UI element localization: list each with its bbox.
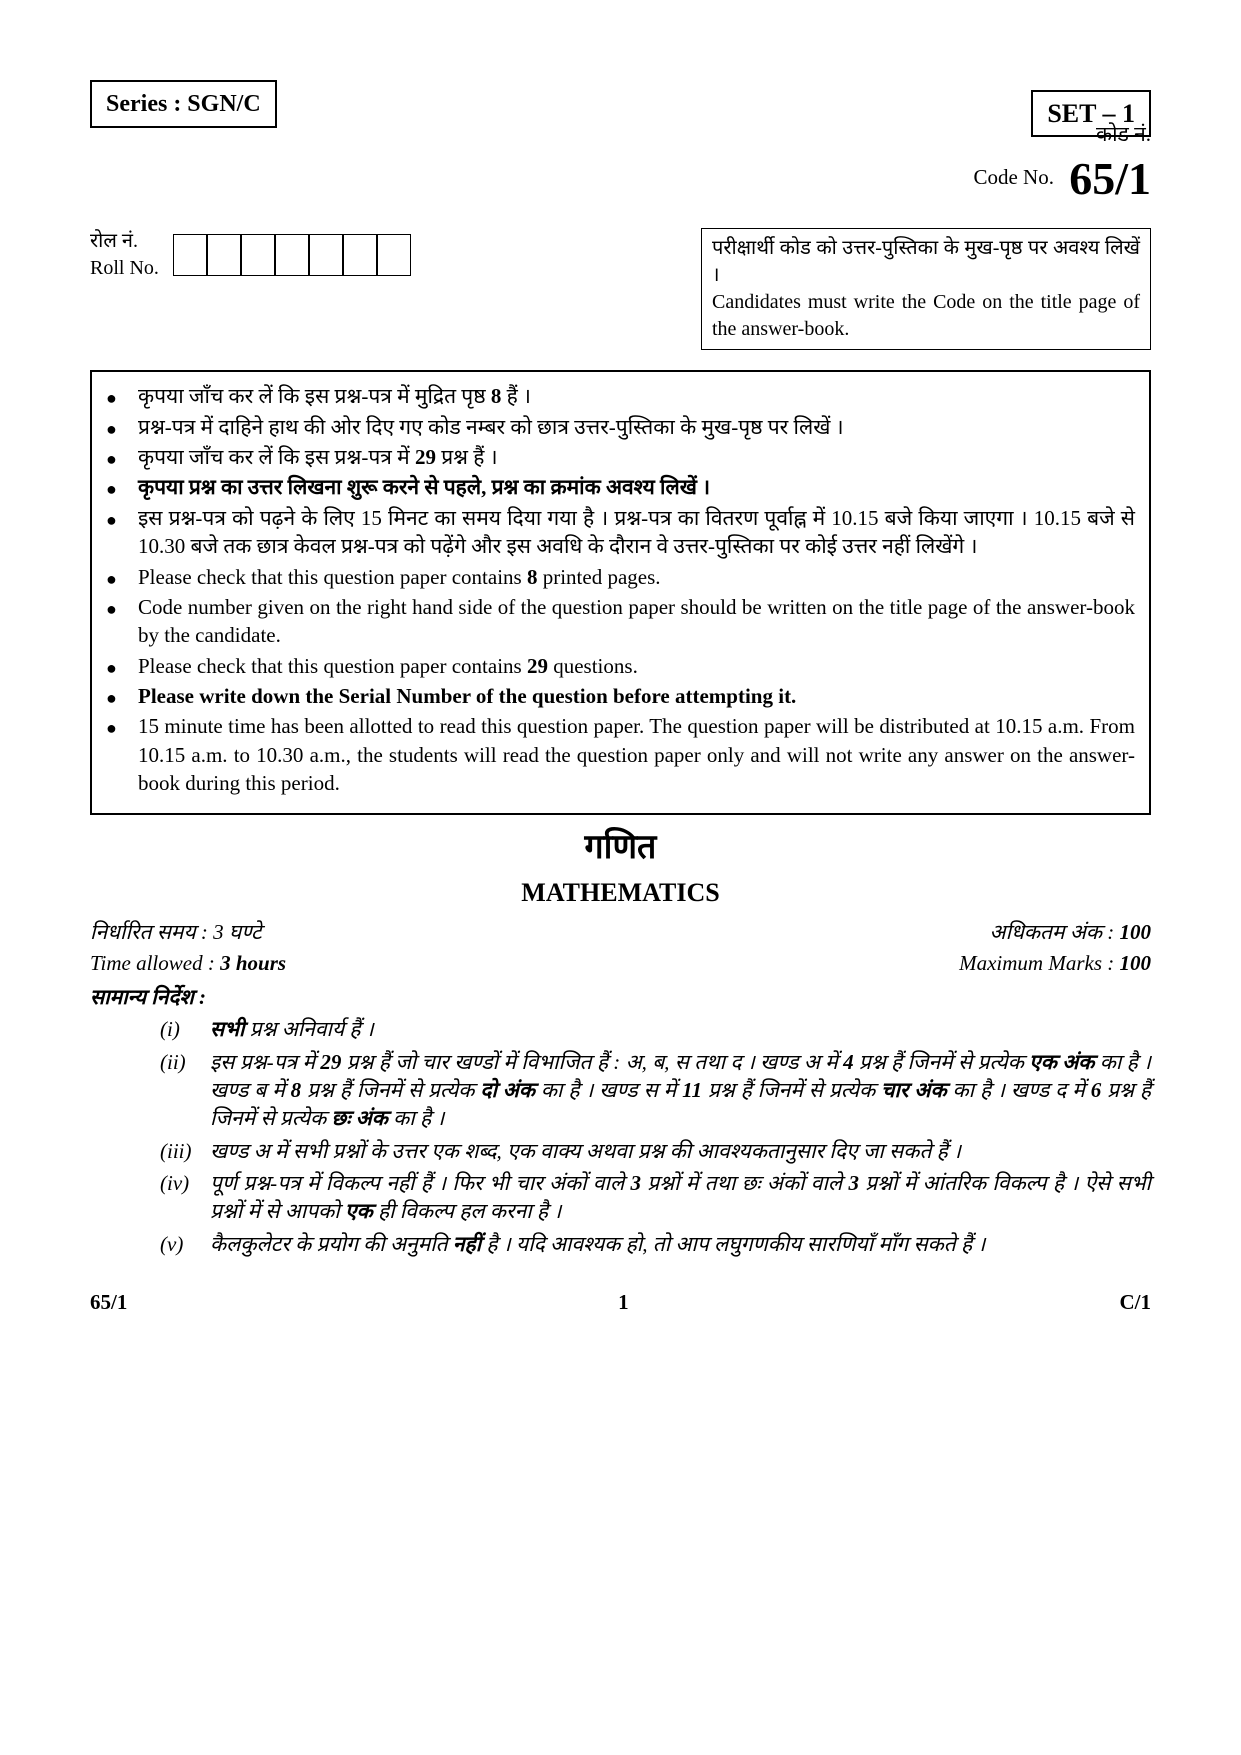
- time-marks-row-en: Time allowed : 3 hours Maximum Marks : 1…: [90, 949, 1151, 977]
- instruction-text: Please check that this question paper co…: [138, 563, 1135, 591]
- instruction-text: कृपया प्रश्न का उत्तर लिखना शुरू करने से…: [138, 473, 1135, 501]
- roman-numeral: (iii): [160, 1137, 210, 1165]
- roll-candidate-row: रोल नं. Roll No. परीक्षार्थी कोड को उत्त…: [90, 228, 1151, 350]
- roll-label-hi: रोल नं.: [90, 228, 159, 255]
- series-box: Series : SGN/C: [90, 80, 277, 128]
- bullet-icon: ●: [106, 712, 138, 797]
- instructions-list: ●कृपया जाँच कर लें कि इस प्रश्न-पत्र में…: [106, 382, 1135, 797]
- instruction-text: इस प्रश्न-पत्र को पढ़ने के लिए 15 मिनट क…: [138, 504, 1135, 561]
- bullet-icon: ●: [106, 413, 138, 441]
- instruction-item: ●इस प्रश्न-पत्र को पढ़ने के लिए 15 मिनट …: [106, 504, 1135, 561]
- instruction-item: ●Please write down the Serial Number of …: [106, 682, 1135, 710]
- general-instruction-item: (ii)इस प्रश्न-पत्र में 29 प्रश्न हैं जो …: [160, 1048, 1151, 1133]
- subject-title-hi: गणित: [90, 825, 1151, 871]
- general-instructions-list: (i)सभी प्रश्न अनिवार्य हैं ।(ii)इस प्रश्…: [90, 1015, 1151, 1258]
- roll-boxes: [173, 234, 411, 276]
- roman-numeral: (ii): [160, 1048, 210, 1133]
- roll-cell[interactable]: [275, 234, 309, 276]
- roman-numeral: (i): [160, 1015, 210, 1043]
- bullet-icon: ●: [106, 652, 138, 680]
- marks-en: Maximum Marks : 100: [959, 949, 1151, 977]
- set-number-box: SET – 1: [1031, 90, 1151, 137]
- footer-center: 1: [618, 1288, 629, 1316]
- footer-right: C/1: [1120, 1288, 1152, 1316]
- time-hi: निर्धारित समय : 3 घण्टे: [90, 918, 262, 946]
- roll-cell[interactable]: [343, 234, 377, 276]
- instruction-text: कृपया जाँच कर लें कि इस प्रश्न-पत्र में …: [138, 443, 1135, 471]
- page-footer: 65/1 1 C/1: [90, 1288, 1151, 1316]
- general-instruction-text: कैलकुलेटर के प्रयोग की अनुमति नहीं है । …: [210, 1230, 1151, 1258]
- instruction-item: ●Please check that this question paper c…: [106, 652, 1135, 680]
- roll-labels: रोल नं. Roll No.: [90, 228, 159, 282]
- general-instruction-item: (iii)खण्ड अ में सभी प्रश्नों के उत्तर एक…: [160, 1137, 1151, 1165]
- general-instruction-text: सभी प्रश्न अनिवार्य हैं ।: [210, 1015, 1151, 1043]
- roll-block: रोल नं. Roll No.: [90, 228, 411, 282]
- time-marks-row-hi: निर्धारित समय : 3 घण्टे अधिकतम अंक : 100: [90, 918, 1151, 946]
- bullet-icon: ●: [106, 504, 138, 561]
- roll-cell[interactable]: [207, 234, 241, 276]
- instruction-text: 15 minute time has been allotted to read…: [138, 712, 1135, 797]
- general-instructions-heading: सामान्य निर्देश :: [90, 983, 1151, 1011]
- instruction-text: Please write down the Serial Number of t…: [138, 682, 1135, 710]
- time-en: Time allowed : 3 hours: [90, 949, 286, 977]
- general-instruction-item: (v)कैलकुलेटर के प्रयोग की अनुमति नहीं है…: [160, 1230, 1151, 1258]
- general-instruction-item: (i)सभी प्रश्न अनिवार्य हैं ।: [160, 1015, 1151, 1043]
- bullet-icon: ●: [106, 593, 138, 650]
- instruction-item: ●कृपया प्रश्न का उत्तर लिखना शुरू करने स…: [106, 473, 1135, 501]
- candidate-note-box: परीक्षार्थी कोड को उत्तर-पुस्तिका के मुख…: [701, 228, 1151, 350]
- roman-numeral: (iv): [160, 1169, 210, 1226]
- header-row: Series : SGN/C कोड नं. Code No. 65/1: [90, 80, 1151, 210]
- bullet-icon: ●: [106, 682, 138, 710]
- code-label-en: Code No.: [973, 165, 1054, 189]
- roll-cell[interactable]: [309, 234, 343, 276]
- instruction-item: ●कृपया जाँच कर लें कि इस प्रश्न-पत्र में…: [106, 382, 1135, 410]
- instruction-text: Code number given on the right hand side…: [138, 593, 1135, 650]
- instruction-item: ●प्रश्न-पत्र में दाहिने हाथ की ओर दिए गए…: [106, 413, 1135, 441]
- general-instruction-item: (iv)पूर्ण प्रश्न-पत्र में विकल्प नहीं है…: [160, 1169, 1151, 1226]
- bullet-icon: ●: [106, 382, 138, 410]
- bullet-icon: ●: [106, 473, 138, 501]
- instruction-text: प्रश्न-पत्र में दाहिने हाथ की ओर दिए गए …: [138, 413, 1135, 441]
- code-number: 65/1: [1069, 153, 1151, 204]
- instruction-text: कृपया जाँच कर लें कि इस प्रश्न-पत्र में …: [138, 382, 1135, 410]
- general-instruction-text: खण्ड अ में सभी प्रश्नों के उत्तर एक शब्द…: [210, 1137, 1151, 1165]
- roman-numeral: (v): [160, 1230, 210, 1258]
- bullet-icon: ●: [106, 443, 138, 471]
- instructions-box: ●कृपया जाँच कर लें कि इस प्रश्न-पत्र में…: [90, 370, 1151, 815]
- footer-left: 65/1: [90, 1288, 127, 1316]
- candidate-note-hi: परीक्षार्थी कोड को उत्तर-पुस्तिका के मुख…: [712, 235, 1140, 289]
- bullet-icon: ●: [106, 563, 138, 591]
- instruction-item: ●15 minute time has been allotted to rea…: [106, 712, 1135, 797]
- instruction-item: ●कृपया जाँच कर लें कि इस प्रश्न-पत्र में…: [106, 443, 1135, 471]
- instruction-item: ●Code number given on the right hand sid…: [106, 593, 1135, 650]
- subject-title-en: MATHEMATICS: [90, 875, 1151, 910]
- instruction-item: ●Please check that this question paper c…: [106, 563, 1135, 591]
- candidate-note-en: Candidates must write the Code on the ti…: [712, 289, 1140, 343]
- instruction-text: Please check that this question paper co…: [138, 652, 1135, 680]
- general-instruction-text: इस प्रश्न-पत्र में 29 प्रश्न हैं जो चार …: [210, 1048, 1151, 1133]
- roll-cell[interactable]: [377, 234, 411, 276]
- roll-label-en: Roll No.: [90, 255, 159, 282]
- general-instruction-text: पूर्ण प्रश्न-पत्र में विकल्प नहीं हैं । …: [210, 1169, 1151, 1226]
- roll-cell[interactable]: [173, 234, 207, 276]
- marks-hi: अधिकतम अंक : 100: [990, 918, 1151, 946]
- roll-cell[interactable]: [241, 234, 275, 276]
